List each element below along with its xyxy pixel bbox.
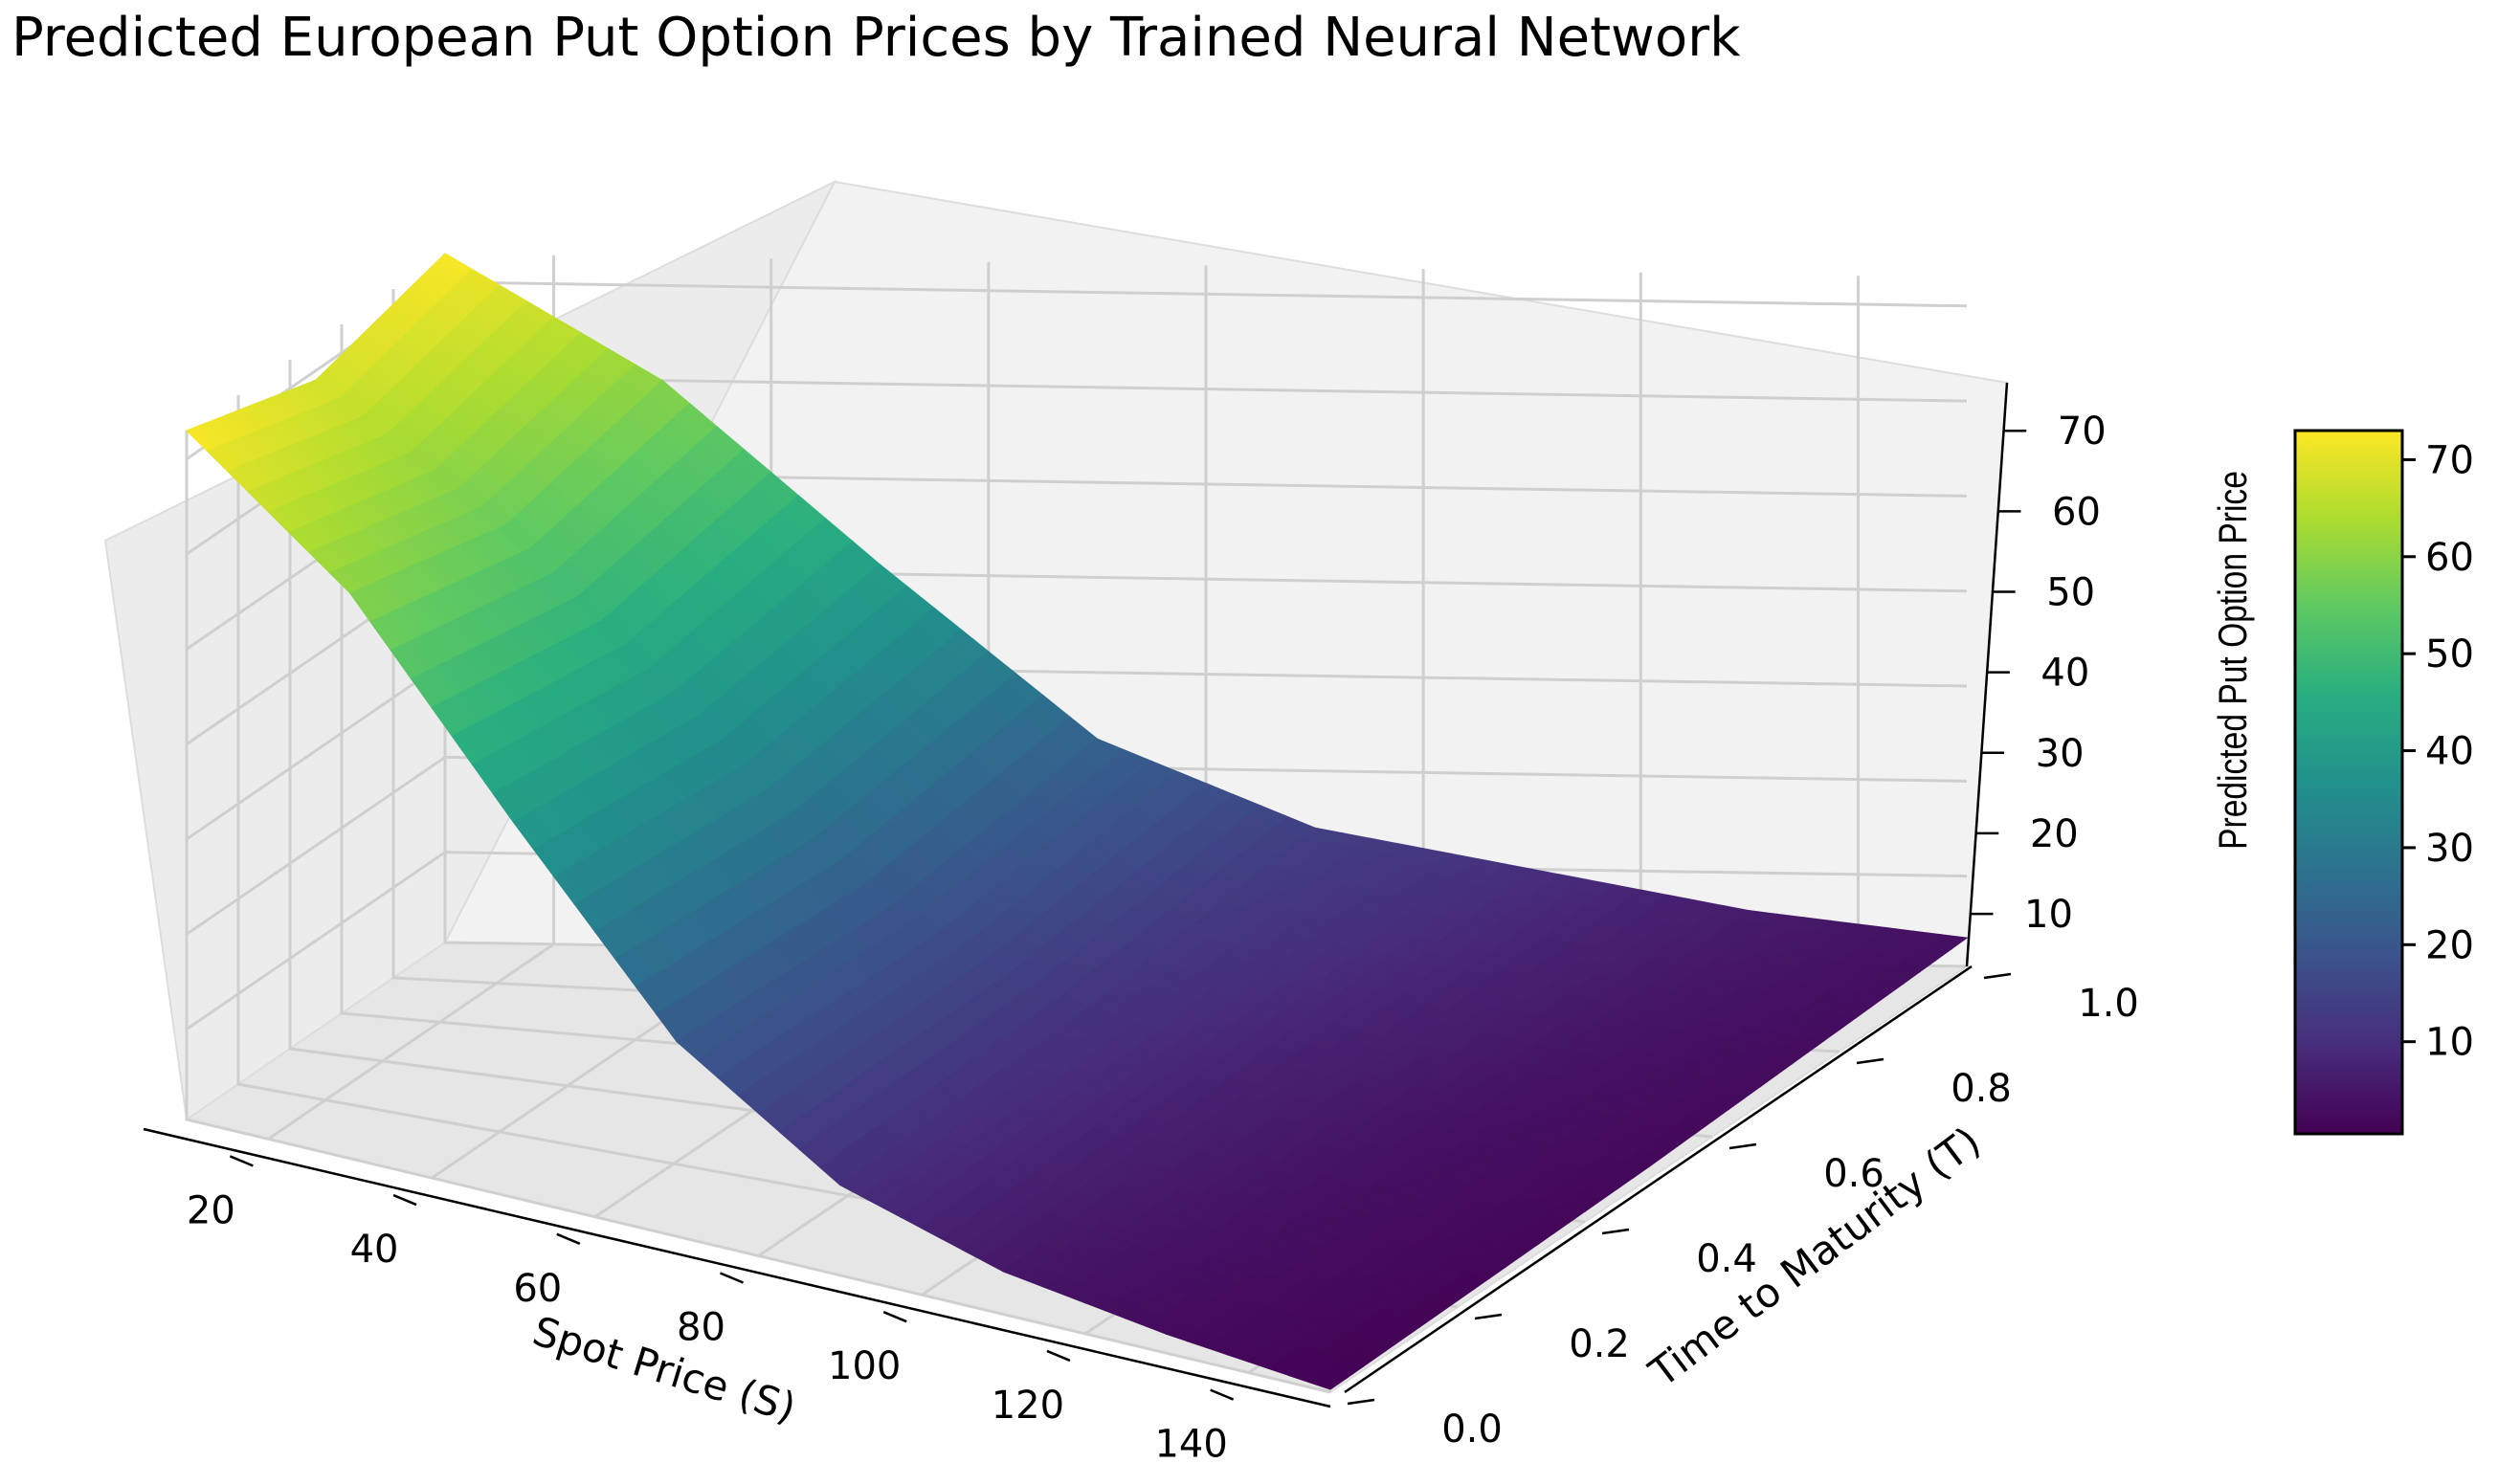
colorbar-ticks: 10 20 30 40 50 60 70 — [2402, 438, 2474, 1065]
z-axis-line — [1965, 382, 2009, 967]
z-tick-label: 60 — [2052, 490, 2101, 534]
z-axis: 10 20 30 40 50 60 70 — [1965, 382, 2107, 967]
y-tick-label: 0.8 — [1951, 1067, 2012, 1111]
colorbar-tick-label: 50 — [2425, 632, 2474, 676]
x-tick-label: 140 — [1154, 1423, 1227, 1463]
y-tick-label: 0.4 — [1696, 1237, 1757, 1281]
x-tick-mark-6 — [1210, 1388, 1235, 1401]
colorbar-tick-label: 10 — [2425, 1021, 2474, 1065]
x-axis: 20 40 60 80 100 120 140 — [143, 1127, 1331, 1463]
y-tick-mark-0 — [1347, 1398, 1375, 1406]
x-tick-mark-2 — [556, 1232, 581, 1245]
colorbar-tick-label: 70 — [2425, 438, 2474, 482]
y-tick-mark-1 — [1474, 1313, 1503, 1320]
colorbar-tick-label: 30 — [2425, 827, 2474, 871]
y-tick-mark-5 — [1983, 972, 2012, 980]
y-tick-mark-2 — [1601, 1228, 1630, 1235]
x-tick-mark-5 — [1046, 1349, 1071, 1363]
colorbar-gradient — [2293, 429, 2404, 1136]
y-axis: 0.0 0.2 0.4 0.6 0.8 1.0 — [1344, 964, 2139, 1452]
x-tick-label: 20 — [187, 1188, 235, 1232]
gridline-y-0 — [185, 431, 1331, 1394]
colorbar-tick-label: 60 — [2425, 536, 2474, 580]
x-tick-label: 60 — [513, 1267, 562, 1311]
x-tick-label: 40 — [350, 1228, 399, 1272]
y-tick-label: 0.6 — [1823, 1152, 1884, 1196]
surface — [185, 253, 1969, 1390]
y-tick-mark-4 — [1856, 1057, 1884, 1065]
x-tick-mark-4 — [882, 1311, 907, 1323]
x-tick-mark-0 — [229, 1155, 254, 1167]
x-tick-mark-3 — [720, 1272, 744, 1284]
z-axis-label: Predicted Put Option Price — [2212, 471, 2256, 850]
x-tick-label: 120 — [992, 1384, 1064, 1428]
gridline-z-1 — [186, 755, 1968, 936]
z-tick-label: 70 — [2058, 410, 2107, 454]
y-tick-mark-3 — [1728, 1142, 1757, 1150]
x-axis-line — [143, 1127, 1331, 1408]
y-tick-label: 0.0 — [1441, 1408, 1503, 1452]
z-tick-label: 20 — [2030, 812, 2079, 856]
x-axis-label: Spot Price (S) — [527, 1307, 801, 1431]
x-tick-mark-1 — [392, 1193, 417, 1207]
y-axis-label: Time to Maturity (T) — [1640, 1118, 1990, 1397]
y-axis-line — [1344, 964, 1973, 1394]
colorbar-tick-label: 20 — [2425, 923, 2474, 967]
z-tick-label: 40 — [2041, 652, 2089, 696]
y-tick-label: 0.2 — [1569, 1322, 1630, 1366]
z-tick-label: 50 — [2046, 571, 2095, 615]
z-tick-label: 10 — [2024, 893, 2073, 937]
x-tick-label: 80 — [677, 1306, 725, 1350]
surface-patch — [1922, 934, 1969, 950]
colorbar-tick-label: 40 — [2425, 730, 2474, 774]
y-tick-label: 1.0 — [2078, 982, 2139, 1026]
z-tick-label: 30 — [2036, 732, 2085, 776]
colorbar: 10 20 30 40 50 60 70 — [2293, 429, 2474, 1136]
chart-title: Predicted European Put Option Prices by … — [11, 7, 1741, 69]
axes-3d: 20 40 60 80 100 120 140 0.0 0.2 0.4 0.6 0.8 1.0 10 2… — [103, 179, 2139, 1463]
x-tick-label: 100 — [828, 1344, 901, 1388]
